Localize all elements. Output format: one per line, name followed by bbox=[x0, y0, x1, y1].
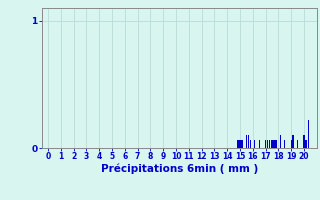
Bar bbox=[297, 140, 298, 148]
Bar bbox=[303, 135, 305, 148]
Bar bbox=[265, 140, 266, 148]
Bar bbox=[254, 140, 255, 148]
Bar bbox=[269, 140, 270, 148]
Bar bbox=[276, 140, 277, 148]
Bar bbox=[291, 140, 292, 148]
Bar bbox=[267, 140, 268, 148]
Bar bbox=[259, 140, 260, 148]
Bar bbox=[246, 135, 247, 148]
Bar bbox=[248, 135, 249, 148]
Bar bbox=[250, 140, 251, 148]
Bar bbox=[239, 140, 241, 148]
Bar bbox=[292, 135, 294, 148]
Bar bbox=[284, 140, 285, 148]
Bar bbox=[237, 140, 239, 148]
Bar bbox=[273, 140, 275, 148]
Bar bbox=[271, 140, 273, 148]
Bar bbox=[308, 120, 309, 148]
Bar bbox=[280, 135, 281, 148]
Bar bbox=[305, 140, 307, 148]
X-axis label: Précipitations 6min ( mm ): Précipitations 6min ( mm ) bbox=[100, 164, 258, 174]
Bar bbox=[241, 140, 243, 148]
